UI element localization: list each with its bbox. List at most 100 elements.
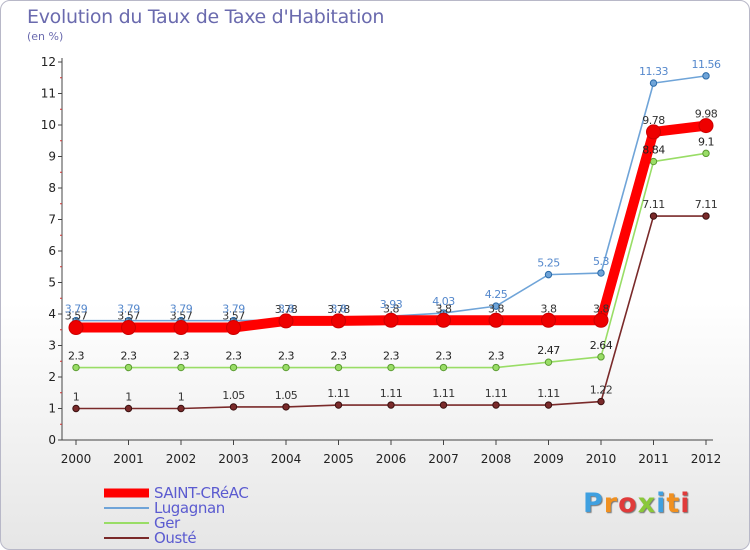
data-label: 1 bbox=[73, 391, 80, 404]
x-tick-label: 2006 bbox=[376, 452, 407, 466]
y-tick-label: 10 bbox=[41, 118, 56, 132]
x-tick-label: 2011 bbox=[638, 452, 669, 466]
data-label: 11.33 bbox=[639, 65, 668, 78]
series-point bbox=[702, 149, 710, 158]
data-label: 2.3 bbox=[383, 350, 399, 363]
data-label: 2.3 bbox=[226, 350, 242, 363]
data-label: 3.57 bbox=[117, 310, 140, 323]
data-label: 11.56 bbox=[692, 58, 721, 71]
series-point bbox=[173, 320, 189, 336]
data-label: 1.05 bbox=[222, 389, 245, 402]
data-label: 3.8 bbox=[541, 302, 557, 315]
data-label: 2.3 bbox=[331, 350, 347, 363]
series-point bbox=[226, 320, 241, 336]
series-point bbox=[646, 124, 661, 140]
data-label: 3.8 bbox=[383, 302, 399, 315]
series-point bbox=[278, 313, 294, 329]
series-point bbox=[649, 212, 658, 220]
series-point bbox=[124, 363, 133, 372]
data-label: 3.57 bbox=[222, 310, 245, 323]
series-point bbox=[121, 320, 136, 336]
series-point bbox=[544, 358, 553, 366]
series-point bbox=[72, 404, 80, 413]
data-label: 1.11 bbox=[537, 387, 560, 400]
data-label: 2.3 bbox=[278, 350, 294, 363]
series-point bbox=[597, 269, 605, 277]
data-label: 7.11 bbox=[642, 198, 665, 211]
data-label: 2.3 bbox=[173, 350, 189, 363]
series-point bbox=[544, 401, 553, 409]
chart-title: Evolution du Taux de Taxe d'Habitation bbox=[27, 6, 385, 28]
series-point bbox=[334, 363, 343, 372]
y-tick-label: 6 bbox=[48, 244, 56, 258]
data-label: 2.3 bbox=[488, 350, 504, 363]
series-point bbox=[439, 363, 448, 372]
data-label: 3.78 bbox=[327, 303, 350, 316]
data-label: 1.11 bbox=[380, 387, 403, 400]
series-point bbox=[282, 403, 290, 411]
x-tick-label: 2004 bbox=[271, 452, 302, 466]
series-point bbox=[593, 312, 609, 328]
data-label: 3.8 bbox=[278, 302, 294, 315]
y-tick-label: 5 bbox=[48, 276, 56, 290]
chart-subtitle: (en %) bbox=[27, 30, 64, 43]
data-label: 2.3 bbox=[68, 350, 84, 363]
series-point bbox=[597, 353, 605, 361]
series-point bbox=[229, 363, 238, 372]
data-label: 1.22 bbox=[590, 384, 613, 397]
series-point bbox=[229, 403, 238, 411]
x-tick-label: 2002 bbox=[166, 452, 197, 466]
logo-letter: o bbox=[618, 488, 638, 519]
series-point bbox=[492, 302, 500, 310]
data-label: 3.8 bbox=[436, 302, 452, 315]
data-label: 1.11 bbox=[485, 387, 508, 400]
x-tick-label: 2003 bbox=[218, 452, 249, 466]
data-label: 7.11 bbox=[695, 198, 718, 211]
data-label: 3.57 bbox=[65, 310, 88, 323]
y-tick-label: 3 bbox=[48, 339, 56, 353]
data-label: 1.11 bbox=[327, 387, 350, 400]
series-point bbox=[492, 401, 500, 409]
y-tick-label: 7 bbox=[48, 213, 56, 227]
series-point bbox=[334, 401, 343, 409]
logo-letter: r bbox=[603, 488, 619, 519]
legend-label-SAINT-CRéAC: SAINT-CRéAC bbox=[154, 484, 248, 502]
data-label: 2.64 bbox=[590, 339, 613, 352]
data-label: 1 bbox=[125, 391, 132, 404]
series-point bbox=[387, 401, 395, 409]
y-tick-label: 12 bbox=[41, 55, 56, 69]
logo-letter: i bbox=[656, 488, 667, 519]
data-label: 8.84 bbox=[642, 144, 665, 157]
data-label: 4.03 bbox=[432, 295, 455, 308]
series-point bbox=[541, 312, 556, 328]
data-label: 5.3 bbox=[593, 255, 609, 268]
series-point bbox=[492, 363, 500, 372]
series-point bbox=[649, 157, 658, 166]
x-tick-label: 2010 bbox=[586, 452, 617, 466]
data-label: 3.79 bbox=[222, 303, 245, 316]
data-label: 9.78 bbox=[642, 114, 665, 127]
data-label: 2.47 bbox=[537, 344, 560, 357]
y-tick-label: 11 bbox=[41, 87, 56, 101]
x-tick-label: 2000 bbox=[61, 452, 92, 466]
series-point bbox=[387, 363, 395, 372]
logo-letter: i bbox=[680, 488, 691, 519]
data-label: 1.11 bbox=[432, 387, 455, 400]
y-tick-label: 2 bbox=[48, 370, 56, 384]
series-point bbox=[177, 404, 185, 413]
data-label: 1.05 bbox=[275, 389, 298, 402]
data-label: 3.79 bbox=[170, 303, 193, 316]
logo-letter: t bbox=[666, 488, 681, 519]
x-tick-label: 2009 bbox=[533, 452, 564, 466]
y-tick-label: 8 bbox=[48, 181, 56, 195]
data-label: 9.1 bbox=[698, 135, 714, 148]
proxiti-logo: Proxiti bbox=[583, 488, 691, 519]
series-point bbox=[649, 79, 658, 87]
data-label: 3.93 bbox=[380, 298, 403, 311]
legend-label-Lugagnan: Lugagnan bbox=[154, 499, 225, 517]
y-tick-label: 9 bbox=[48, 150, 56, 164]
series-point bbox=[436, 312, 451, 328]
series-point bbox=[72, 363, 80, 372]
